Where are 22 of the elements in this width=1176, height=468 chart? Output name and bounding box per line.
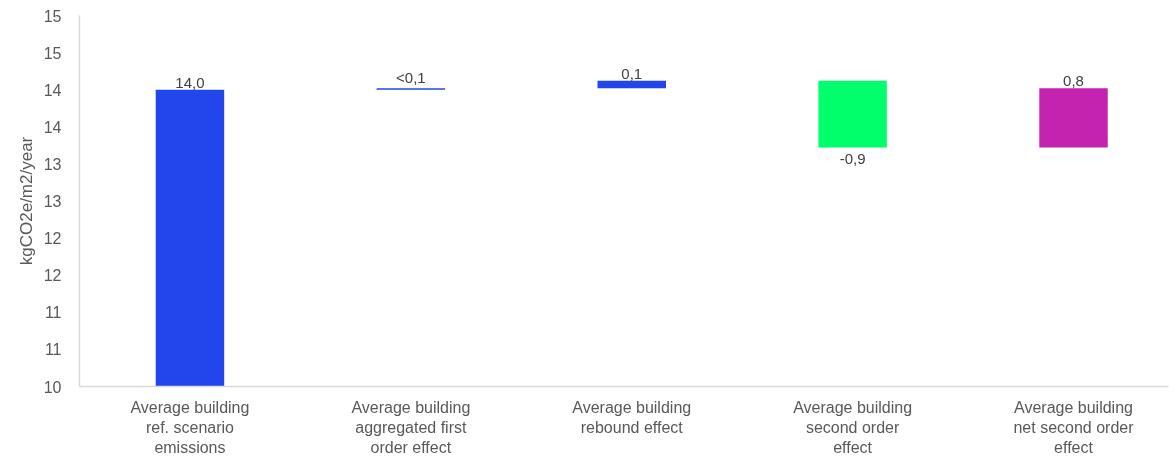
y-tick-label: 15	[43, 7, 62, 25]
x-tick-label: Average building rebound effect	[572, 398, 692, 436]
x-tick-label: Average building second order effect	[793, 398, 913, 457]
data-label: 0,8	[1063, 72, 1084, 90]
y-tick-label: 12	[43, 267, 62, 285]
data-label: <0,1	[396, 69, 426, 87]
y-tick-label: 14	[43, 118, 62, 136]
data-label: 0,1	[621, 64, 643, 82]
x-tick-label: Average building net second order effect	[1013, 398, 1135, 457]
y-axis-title: kgCO2e/m2/year	[16, 136, 36, 266]
y-tick-label: 10	[43, 378, 62, 396]
y-tick-label: 11	[44, 341, 62, 359]
y-tick-label: 12	[43, 230, 62, 248]
data-label: 14,0	[175, 73, 205, 91]
data-label: -0,9	[839, 149, 866, 167]
x-tick-label: Average building aggregated first order effect	[351, 398, 471, 457]
y-tick-label: 14	[43, 81, 62, 99]
y-tick-label: 15	[43, 44, 62, 62]
y-tick-label: 11	[44, 304, 62, 322]
y-tick-label: 13	[43, 155, 62, 173]
x-tick-label: Average building ref. scenario emissions	[130, 398, 250, 457]
y-tick-label: 13	[43, 193, 62, 210]
